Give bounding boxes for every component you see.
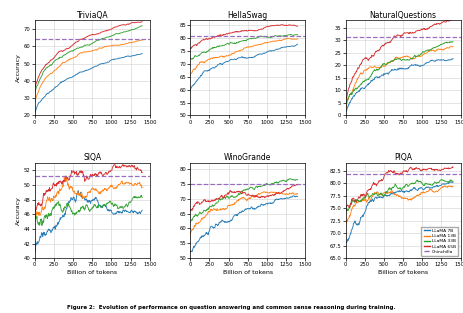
Title: SIQA: SIQA bbox=[83, 153, 101, 162]
Title: HellaSwag: HellaSwag bbox=[228, 11, 268, 20]
X-axis label: Billion of tokens: Billion of tokens bbox=[223, 270, 273, 275]
X-axis label: Billion of tokens: Billion of tokens bbox=[67, 270, 117, 275]
Title: NaturalQuestions: NaturalQuestions bbox=[369, 11, 437, 20]
Title: TriviaQA: TriviaQA bbox=[76, 11, 108, 20]
Title: PIQA: PIQA bbox=[394, 153, 412, 162]
Legend: LLaMA 7B, LLaMA 13B, LLaMA 33B, LLaMA 65B, Chinchilla: LLaMA 7B, LLaMA 13B, LLaMA 33B, LLaMA 65… bbox=[421, 227, 458, 256]
Title: WinoGrande: WinoGrande bbox=[224, 153, 271, 162]
Y-axis label: Accuracy: Accuracy bbox=[16, 54, 21, 82]
Y-axis label: Accuracy: Accuracy bbox=[16, 196, 21, 225]
X-axis label: Billion of tokens: Billion of tokens bbox=[378, 270, 428, 275]
Text: Figure 2:  Evolution of performance on question answering and common sense reaso: Figure 2: Evolution of performance on qu… bbox=[67, 305, 396, 310]
